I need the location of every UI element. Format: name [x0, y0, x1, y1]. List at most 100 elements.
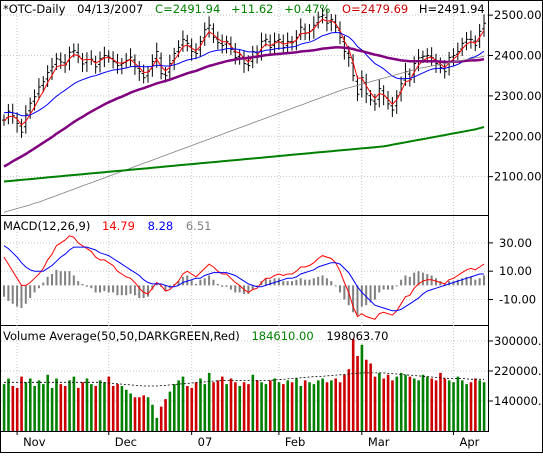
volume-bar	[404, 374, 407, 431]
macd-histogram-bar	[234, 285, 237, 293]
axis-layer: 2500.00 2400.00 2300.00 2200.00 2100.00 Nov De…	[16, 8, 542, 449]
macd-histogram-bar	[177, 281, 180, 286]
x-tick-label: Dec	[115, 435, 137, 449]
macd-histogram-bar	[443, 283, 446, 286]
macd-histogram-bar	[90, 285, 93, 289]
volume-bar	[238, 386, 242, 431]
volume-bar	[421, 374, 425, 431]
volume-bar	[111, 386, 115, 431]
volume-bar	[2, 384, 6, 431]
macd-histogram-bar	[59, 271, 62, 286]
macd-histogram-bar	[190, 279, 193, 286]
grid-layer	[1, 1, 488, 431]
macd-histogram-bar	[408, 276, 411, 286]
volume-bar	[308, 382, 311, 431]
macd-histogram-bar	[391, 285, 394, 290]
volume-bar	[37, 380, 41, 431]
price-tick-label: 2200.00	[494, 129, 542, 143]
macd-histogram-bar	[339, 285, 341, 293]
volume-bar	[334, 378, 338, 431]
volume-panel-frame	[0, 325, 489, 432]
ma-blue-line	[3, 31, 485, 117]
macd-histogram-bar	[42, 282, 45, 286]
volume-bar	[168, 391, 172, 431]
volume-bar	[364, 359, 368, 431]
volume-bar	[482, 382, 486, 431]
macd-histogram-bar	[221, 285, 224, 287]
volume-bar	[98, 380, 102, 431]
price-tick-label: 2100.00	[494, 170, 542, 184]
macd-histogram-bar	[20, 285, 23, 309]
volume-bar	[124, 389, 128, 431]
price-close: C=2491.94	[155, 2, 220, 16]
macd-histogram-bar	[321, 275, 324, 286]
volume-bar	[443, 378, 447, 431]
x-tick-label: Apr	[459, 435, 479, 449]
volume-bar	[408, 376, 412, 431]
volume-bar	[212, 382, 215, 431]
macd-histogram-bar	[147, 285, 149, 297]
ma-green-line	[3, 126, 485, 183]
price-high: H=2491.94	[419, 2, 485, 16]
ma-purple-line	[3, 46, 485, 168]
macd-histogram-bar	[365, 285, 368, 306]
volume-bar	[399, 372, 403, 431]
volume-title: Volume Average(50,50,DARKGREEN,Red)	[3, 329, 240, 343]
x-tick-label: Mar	[368, 435, 390, 449]
macd-histogram-bar	[68, 271, 71, 286]
volume-bar	[94, 386, 98, 431]
volume-bar	[20, 376, 23, 431]
macd-histogram-bar	[107, 285, 110, 293]
price-symbol: *OTC-Daily	[3, 2, 66, 16]
macd-signal-value: 8.28	[148, 219, 174, 233]
macd-histogram-bar	[478, 278, 481, 286]
volume-bar	[426, 376, 429, 431]
macd-histogram-bar	[330, 281, 333, 286]
volume-bar	[15, 387, 19, 431]
volume-bar	[247, 384, 250, 431]
volume-bar	[7, 378, 10, 431]
volume-bar	[129, 393, 132, 431]
volume-bar	[395, 376, 399, 431]
macd-histogram-bar	[435, 278, 437, 286]
volume-bar	[229, 378, 233, 431]
volume-bar	[356, 356, 359, 431]
volume-bar	[378, 372, 381, 431]
macd-histogram-bar	[212, 279, 215, 286]
macd-histogram-bar	[129, 285, 132, 294]
macd-tick-label: -10.00	[499, 293, 536, 307]
volume-bar	[90, 384, 93, 431]
macd-histogram-bar	[360, 285, 363, 307]
macd-histogram-bar	[291, 281, 293, 286]
macd-histogram-bar	[483, 275, 485, 286]
volume-bar	[303, 380, 307, 431]
macd-histogram-bar	[55, 269, 58, 286]
macd-signal-line	[3, 245, 484, 312]
macd-histogram-bar	[142, 285, 145, 299]
volume-bar	[242, 382, 246, 431]
volume-bar	[146, 397, 150, 431]
volume-bar	[181, 376, 185, 431]
volume-bar	[382, 378, 386, 431]
macd-histogram-bar	[77, 281, 80, 286]
volume-bar	[465, 384, 468, 431]
volume-bar	[116, 384, 119, 431]
macd-histogram-bar	[103, 285, 106, 292]
macd-histogram-bar	[474, 279, 477, 286]
macd-histogram-bar	[286, 281, 289, 286]
x-tick-label: Feb	[285, 435, 305, 449]
macd-histogram-bar	[64, 271, 67, 286]
macd-histogram-bar	[164, 285, 167, 292]
macd-value: 14.79	[102, 219, 135, 233]
volume-bar	[469, 382, 473, 431]
volume-bar	[142, 395, 146, 431]
macd-histogram-bar	[317, 276, 320, 286]
volume-avg-value-2: 198063.70	[326, 329, 388, 343]
macd-histogram-bar	[312, 278, 315, 286]
macd-histogram-bar	[203, 278, 206, 286]
volume-bar	[251, 374, 255, 431]
macd-histogram-bar	[208, 275, 211, 286]
